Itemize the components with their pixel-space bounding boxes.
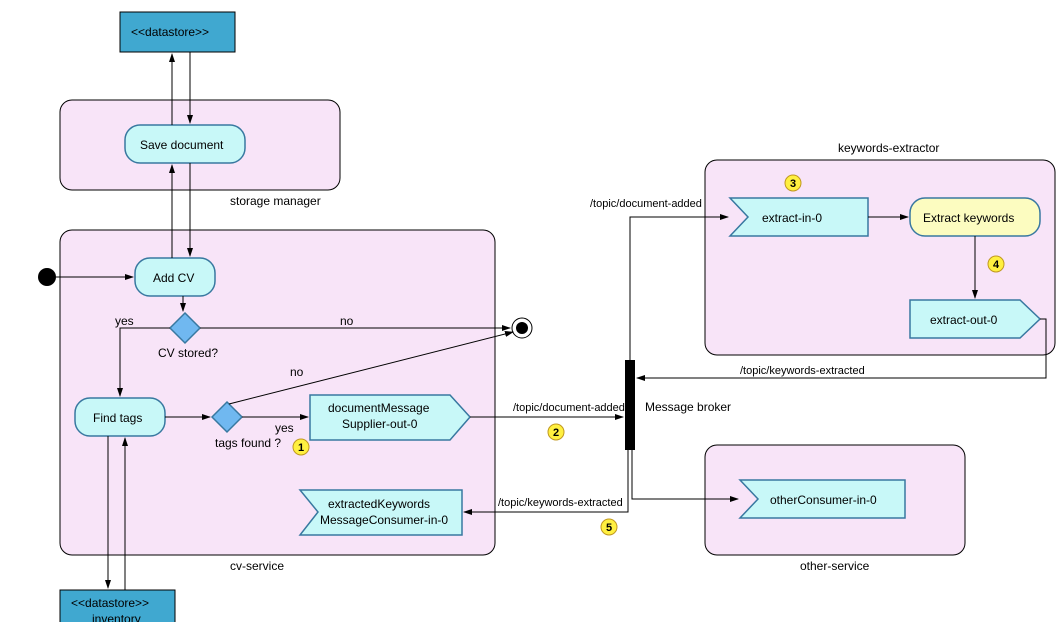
marker-5-label: 5	[606, 522, 612, 534]
signal-kw-consumer-l1: extractedKeywords	[328, 497, 430, 511]
signal-doc-supplier-l1: documentMessage	[328, 401, 430, 415]
topic-kw-extracted-1: /topic/keywords-extracted	[740, 365, 865, 377]
final-node	[512, 318, 532, 338]
partition-extractor-label: keywords-extractor	[838, 141, 939, 155]
topic-doc-added-2: /topic/document-added	[590, 198, 702, 210]
marker-3-label: 3	[790, 178, 796, 190]
signal-extract-out-label: extract-out-0	[930, 313, 998, 327]
marker-2-label: 2	[553, 427, 559, 439]
signal-kw-consumer-l2: MessageConsumer-in-0	[320, 513, 448, 527]
guard-yes-2: yes	[275, 421, 294, 435]
guard-no-2: no	[290, 365, 304, 379]
marker-4-label: 4	[993, 259, 1000, 271]
activity-diagram: storage manager cv-service keywords-extr…	[0, 0, 1061, 622]
datastore-top-stereotype: <<datastore>>	[131, 25, 209, 39]
datastore-bottom-label: inventory	[92, 612, 141, 622]
topic-doc-added-1: /topic/document-added	[513, 402, 625, 414]
signal-extract-in-label: extract-in-0	[762, 211, 822, 225]
decision-cv-stored-label: CV stored?	[158, 346, 218, 360]
initial-node	[38, 268, 56, 286]
partition-cv-label: cv-service	[230, 559, 284, 573]
marker-1-label: 1	[298, 442, 304, 454]
message-broker-bar	[625, 360, 635, 450]
guard-no-1: no	[340, 314, 354, 328]
datastore-bottom-stereotype: <<datastore>>	[71, 596, 149, 610]
activity-save-document-label: Save document	[140, 138, 224, 152]
activity-add-cv-label: Add CV	[153, 271, 194, 285]
activity-extract-keywords-label: Extract keywords	[923, 211, 1014, 225]
topic-kw-extracted-2: /topic/keywords-extracted	[498, 497, 623, 509]
partition-other-label: other-service	[800, 559, 870, 573]
signal-other-consumer-label: otherConsumer-in-0	[770, 493, 877, 507]
signal-doc-supplier-l2: Supplier-out-0	[342, 417, 418, 431]
message-broker-label: Message broker	[645, 400, 731, 414]
guard-yes-1: yes	[115, 314, 134, 328]
decision-tags-found-label: tags found ?	[215, 436, 281, 450]
activity-find-tags-label: Find tags	[93, 411, 142, 425]
partition-storage-label: storage manager	[230, 194, 321, 208]
